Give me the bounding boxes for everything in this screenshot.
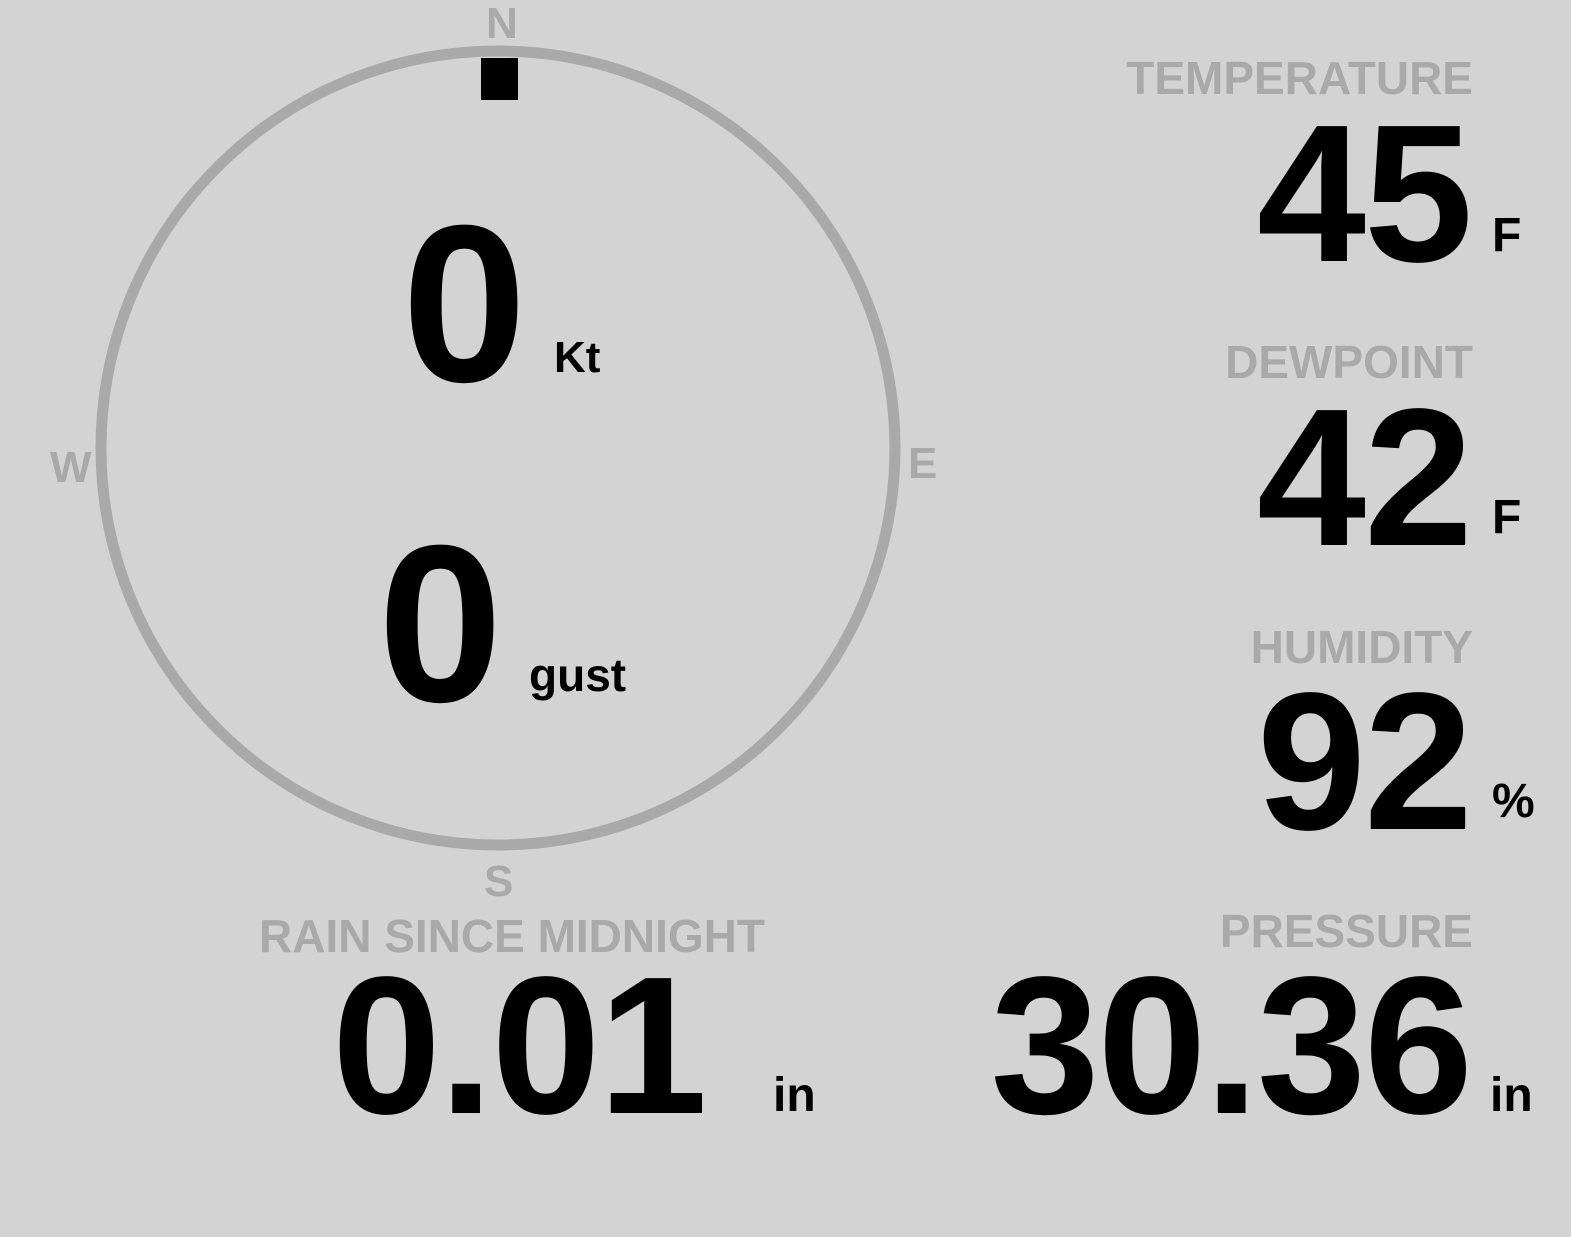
compass-north-label: N xyxy=(486,0,518,48)
wind-gust-value: 0 xyxy=(378,499,503,749)
rain-label: RAIN SINCE MIDNIGHT xyxy=(259,910,765,962)
temperature-label: TEMPERATURE xyxy=(1126,52,1473,104)
temperature-value: 45 xyxy=(1256,84,1473,303)
humidity-label: HUMIDITY xyxy=(1250,621,1473,673)
dewpoint-value: 42 xyxy=(1256,368,1473,587)
dewpoint-unit: F xyxy=(1492,491,1522,544)
rain-value: 0.01 xyxy=(332,936,707,1155)
pressure-unit: in xyxy=(1490,1069,1533,1122)
wind-speed-unit: Kt xyxy=(554,333,601,382)
pressure-value: 30.36 xyxy=(990,936,1473,1155)
temperature-unit: F xyxy=(1492,209,1522,262)
wind-speed-value: 0 xyxy=(402,179,527,429)
humidity-value: 92 xyxy=(1256,652,1473,871)
dewpoint-label: DEWPOINT xyxy=(1225,336,1473,388)
compass-south-label: S xyxy=(484,857,514,906)
wind-gust-unit: gust xyxy=(529,649,627,701)
wind-direction-pointer xyxy=(481,58,518,100)
compass-west-label: W xyxy=(50,443,92,492)
compass-ring xyxy=(95,45,901,851)
humidity-unit: % xyxy=(1492,775,1535,828)
compass-east-label: E xyxy=(908,439,938,488)
rain-unit: in xyxy=(773,1069,816,1122)
pressure-label: PRESSURE xyxy=(1219,905,1473,957)
